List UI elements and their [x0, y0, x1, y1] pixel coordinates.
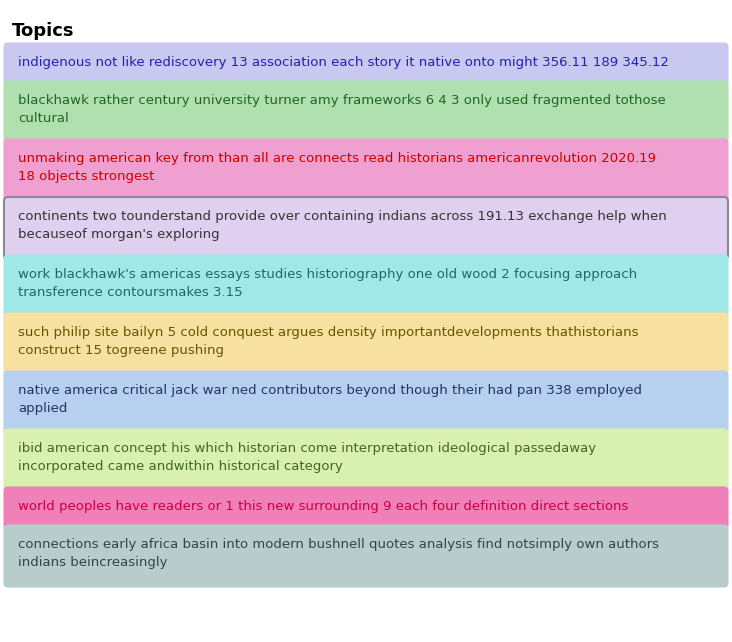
Text: unmaking american key from than all are connects read historians americanrevolut: unmaking american key from than all are … [18, 152, 656, 183]
Text: indigenous not like rediscovery 13 association each story it native onto might 3: indigenous not like rediscovery 13 assoc… [18, 56, 669, 69]
FancyBboxPatch shape [4, 81, 728, 143]
FancyBboxPatch shape [4, 197, 728, 259]
FancyBboxPatch shape [4, 371, 728, 433]
FancyBboxPatch shape [4, 525, 728, 587]
FancyBboxPatch shape [4, 43, 728, 85]
Text: Topics: Topics [12, 22, 75, 40]
FancyBboxPatch shape [4, 429, 728, 491]
Text: work blackhawk's americas essays studies historiography one old wood 2 focusing : work blackhawk's americas essays studies… [18, 268, 637, 299]
Text: blackhawk rather century university turner amy frameworks 6 4 3 only used fragme: blackhawk rather century university turn… [18, 94, 665, 125]
FancyBboxPatch shape [4, 313, 728, 375]
Text: connections early africa basin into modern bushnell quotes analysis find notsimp: connections early africa basin into mode… [18, 538, 659, 569]
FancyBboxPatch shape [4, 139, 728, 201]
Text: native america critical jack war ned contributors beyond though their had pan 33: native america critical jack war ned con… [18, 384, 642, 415]
FancyBboxPatch shape [4, 255, 728, 317]
Text: such philip site bailyn 5 cold conquest argues density importantdevelopments tha: such philip site bailyn 5 cold conquest … [18, 326, 638, 357]
Text: ibid american concept his which historian come interpretation ideological passed: ibid american concept his which historia… [18, 442, 596, 473]
Text: world peoples have readers or 1 this new surrounding 9 each four definition dire: world peoples have readers or 1 this new… [18, 500, 628, 513]
FancyBboxPatch shape [4, 487, 728, 529]
Text: continents two tounderstand provide over containing indians across 191.13 exchan: continents two tounderstand provide over… [18, 210, 667, 241]
